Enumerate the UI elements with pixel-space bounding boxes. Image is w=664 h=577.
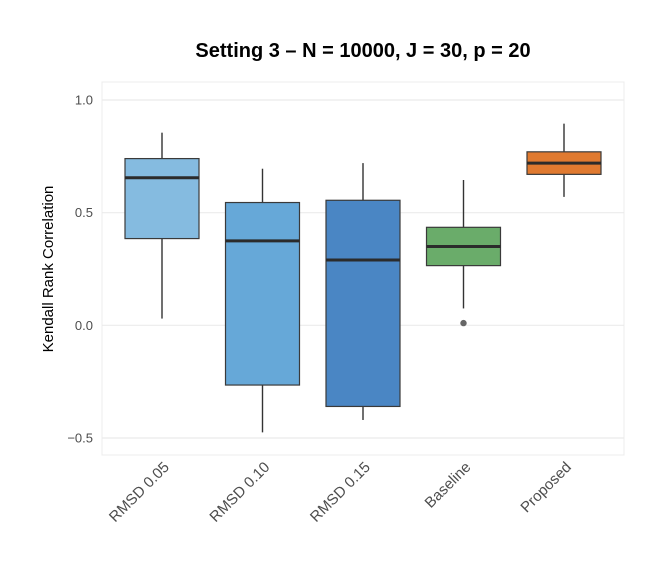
- boxes: [124, 123, 602, 433]
- x-tick-label: RMSD 0.15: [307, 459, 374, 526]
- box-iqr: [325, 199, 401, 408]
- box-iqr: [224, 201, 301, 386]
- outlier-point: [460, 319, 467, 327]
- y-tick-label: 1.0: [75, 93, 93, 108]
- x-tick-label: Proposed: [517, 459, 574, 516]
- x-tick-label: RMSD 0.10: [206, 459, 273, 526]
- box-group: [224, 168, 301, 433]
- y-axis-label: Kendall Rank Correlation: [40, 186, 57, 353]
- y-tick-label: −0.5: [67, 431, 93, 446]
- box-group: [526, 123, 602, 197]
- y-tick-label: 0.0: [75, 318, 93, 333]
- box-group: [325, 163, 401, 420]
- box-group: [425, 179, 502, 327]
- x-tick-label: RMSD 0.05: [106, 459, 173, 526]
- box-group: [124, 132, 200, 319]
- y-tick-label: 0.5: [75, 205, 93, 220]
- chart-title: Setting 3 – N = 10000, J = 30, p = 20: [195, 40, 530, 62]
- y-tick-labels: 1.0 0.5 0.0 −0.5: [67, 93, 93, 446]
- x-tick-labels: RMSD 0.05 RMSD 0.10 RMSD 0.15 Baseline Propo…: [106, 459, 575, 526]
- box-iqr: [124, 157, 200, 240]
- x-tick-label: Baseline: [422, 459, 475, 512]
